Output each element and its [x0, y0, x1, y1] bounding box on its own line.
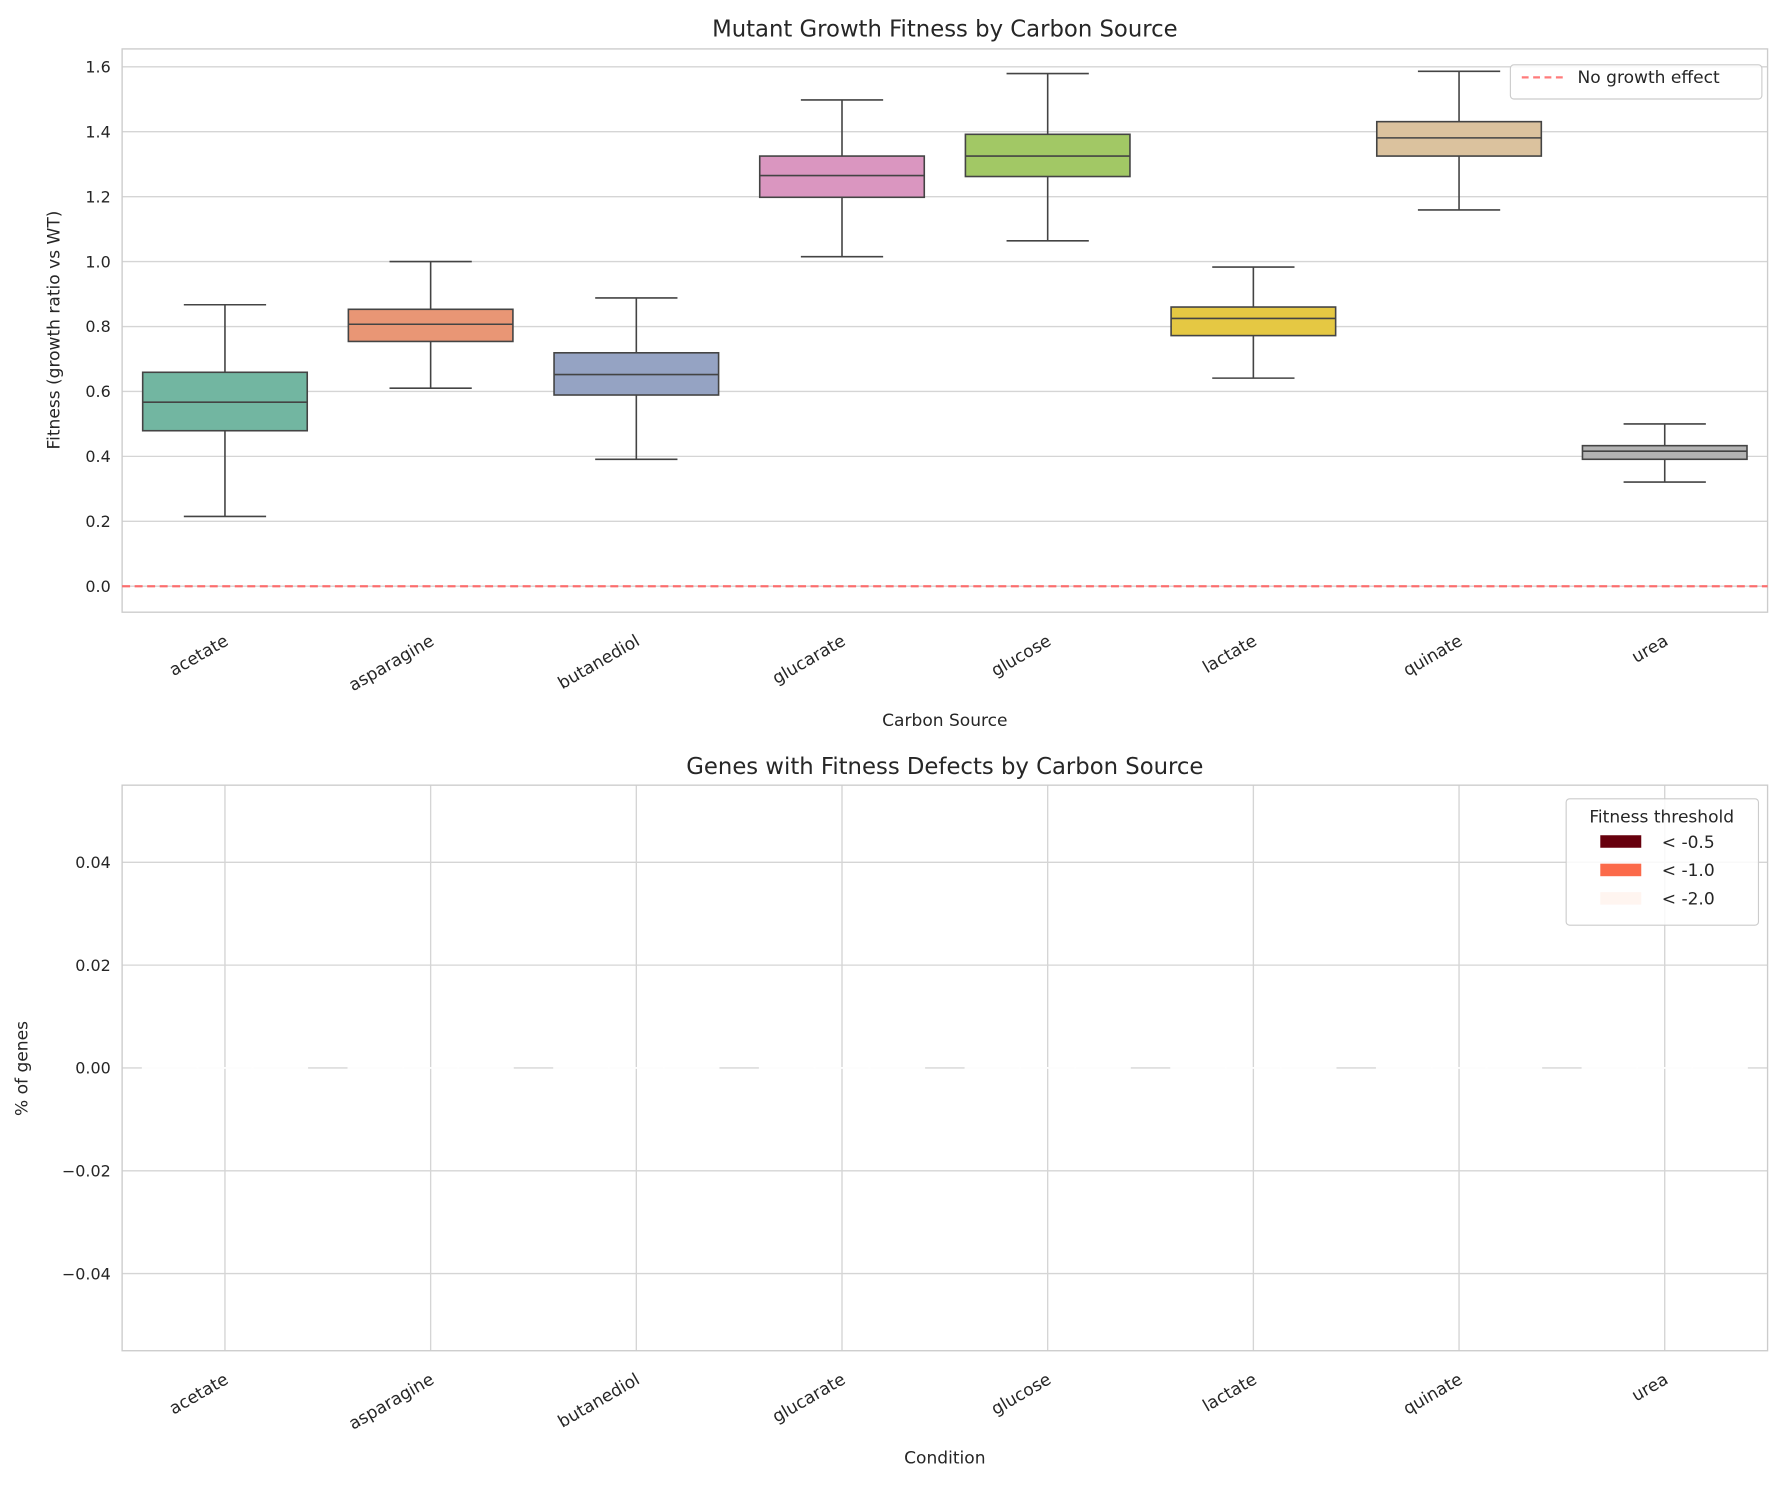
x-tick-label: butanediol: [555, 1370, 644, 1433]
legend-title: Fitness threshold: [1589, 808, 1734, 828]
boxplot-legend: No growth effect: [1509, 64, 1763, 100]
y-tick-label: 1.0: [85, 252, 110, 271]
legend-swatch: [1600, 835, 1642, 848]
box-quinate: [1375, 70, 1543, 211]
bar-ylabel: % of genes: [13, 1021, 33, 1116]
box-lactate: [1170, 266, 1337, 379]
y-tick-label: 0.02: [75, 956, 110, 975]
y-tick-label: 0.00: [75, 1059, 110, 1078]
boxplot-axes: Mutant Growth Fitness by Carbon Source C…: [45, 16, 1769, 731]
legend-label: < -2.0: [1662, 890, 1715, 910]
legend-label: < -1.0: [1662, 861, 1715, 881]
x-tick-label: glucarate: [769, 631, 849, 689]
axes-frame: [121, 48, 1769, 613]
legend-label-no-growth: No growth effect: [1578, 68, 1720, 88]
box-glucarate: [758, 99, 926, 258]
y-tick-label: −0.02: [62, 1161, 111, 1180]
x-tick-label: acetate: [166, 1370, 232, 1420]
x-tick-label: lactate: [1199, 631, 1260, 678]
y-tick-label: 0.8: [85, 317, 110, 336]
box-butanediol: [553, 297, 720, 461]
axes-frame: [121, 784, 1769, 1352]
x-tick-label: lactate: [1199, 1370, 1260, 1417]
y-tick-label: 0.6: [85, 382, 110, 401]
iqr-box: [347, 308, 514, 343]
y-tick-label: −0.04: [62, 1264, 111, 1283]
box-urea: [1581, 423, 1748, 483]
box-acetate: [141, 303, 309, 518]
x-tick-label: acetate: [166, 631, 232, 681]
y-tick-label: 1.2: [85, 187, 110, 206]
boxplot-ylabel: Fitness (growth ratio vs WT): [45, 211, 65, 450]
y-tick-label: 1.6: [85, 57, 110, 76]
y-tick-label: 0.4: [85, 447, 110, 466]
boxplot-xlabel: Carbon Source: [882, 711, 1007, 731]
bar-axes: Genes with Fitness Defects by Carbon Sou…: [13, 754, 1769, 1468]
x-tick-label: urea: [1629, 631, 1672, 668]
box-asparagine: [347, 260, 514, 389]
y-tick-label: 0.2: [85, 512, 110, 531]
x-tick-label: glucose: [988, 1370, 1055, 1420]
y-tick-label: 0.0: [85, 577, 110, 596]
iqr-box: [1170, 306, 1337, 337]
y-tick-label: 1.4: [85, 122, 110, 141]
x-tick-label: quinate: [1400, 1370, 1466, 1420]
iqr-box: [758, 155, 926, 199]
boxplot-title: Mutant Growth Fitness by Carbon Source: [712, 16, 1178, 42]
x-tick-label: glucose: [988, 631, 1055, 681]
y-tick-label: 0.04: [75, 853, 110, 872]
bar-legend: Fitness threshold < -0.5 < -1.0 < -2.0: [1565, 798, 1760, 926]
bar-title: Genes with Fitness Defects by Carbon Sou…: [686, 754, 1203, 780]
box-glucose: [964, 72, 1131, 242]
x-tick-label: butanediol: [555, 631, 644, 694]
iqr-box: [1375, 120, 1543, 157]
iqr-box: [1581, 444, 1748, 461]
legend-label: < -0.5: [1662, 833, 1715, 853]
bar-xlabel: Condition: [904, 1448, 985, 1468]
legend-swatch: [1600, 863, 1642, 877]
x-tick-label: asparagine: [346, 631, 438, 696]
x-tick-label: asparagine: [346, 1370, 438, 1435]
x-tick-label: urea: [1629, 1370, 1672, 1407]
legend-swatch: [1600, 892, 1642, 905]
x-tick-label: quinate: [1400, 631, 1466, 681]
x-tick-label: glucarate: [769, 1370, 849, 1428]
